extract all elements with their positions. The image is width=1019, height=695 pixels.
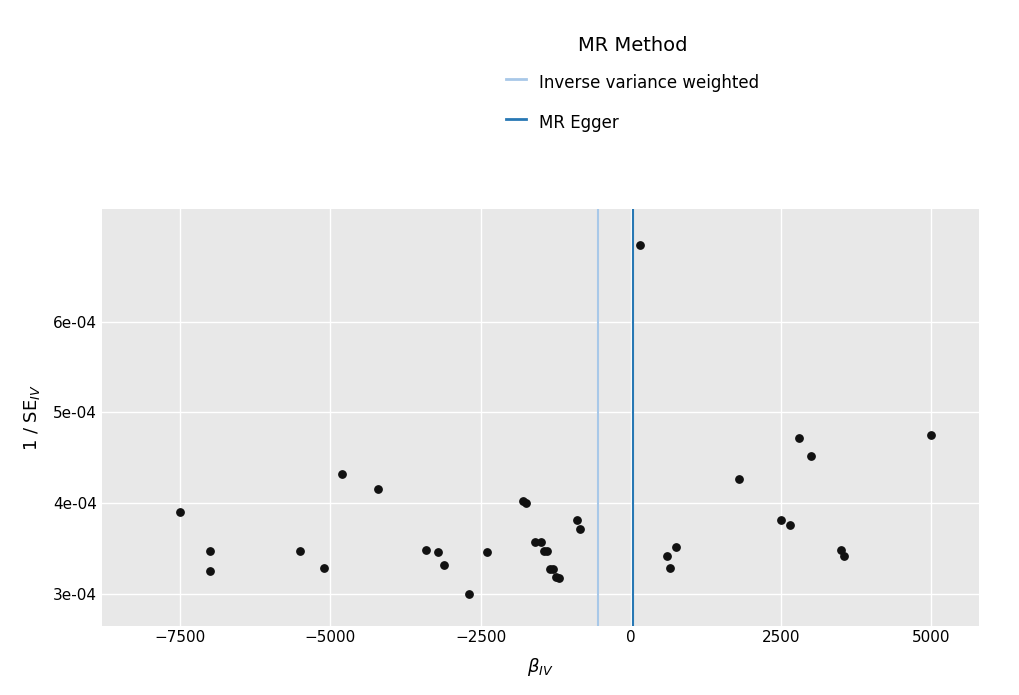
Point	[550, 573, 567, 584]
Point	[547, 572, 564, 583]
Point	[631, 239, 647, 250]
Point	[316, 563, 332, 574]
Point	[568, 515, 584, 526]
Point	[334, 468, 351, 480]
Point	[790, 432, 806, 443]
Point	[430, 546, 446, 557]
Point	[802, 450, 818, 461]
X-axis label: $\beta_{IV}$: $\beta_{IV}$	[527, 657, 553, 678]
Point	[517, 498, 533, 509]
Point	[526, 537, 542, 548]
Point	[460, 588, 476, 599]
Point	[514, 496, 530, 507]
Point	[202, 566, 218, 577]
Legend: Inverse variance weighted, MR Egger: Inverse variance weighted, MR Egger	[492, 22, 771, 149]
Point	[922, 430, 938, 441]
Point	[538, 546, 554, 557]
Point	[370, 483, 386, 494]
Point	[541, 564, 557, 575]
Point	[772, 515, 789, 526]
Point	[478, 546, 494, 557]
Point	[835, 550, 851, 562]
Point	[532, 537, 548, 548]
Point	[418, 545, 434, 556]
Point	[571, 524, 587, 535]
Point	[535, 546, 551, 557]
Point	[291, 546, 308, 557]
Point	[172, 507, 189, 518]
Point	[202, 546, 218, 557]
Point	[661, 563, 678, 574]
Point	[781, 519, 797, 530]
Point	[436, 559, 452, 571]
Point	[658, 550, 675, 562]
Point	[667, 541, 684, 553]
Y-axis label: 1 / SE$_{IV}$: 1 / SE$_{IV}$	[22, 384, 42, 450]
Point	[544, 564, 560, 575]
Point	[833, 545, 849, 556]
Point	[730, 473, 746, 484]
